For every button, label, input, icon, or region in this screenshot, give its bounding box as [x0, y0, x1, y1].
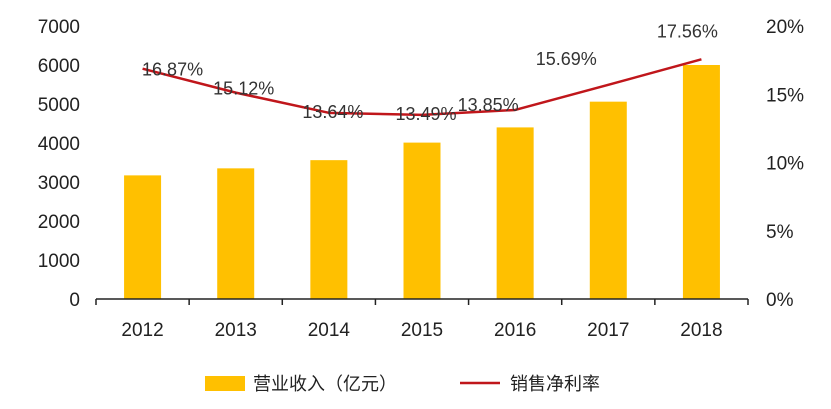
legend-label-revenue: 营业收入（亿元） [253, 374, 397, 394]
x-tick-label: 2016 [494, 320, 536, 341]
x-tick-label: 2018 [680, 320, 722, 341]
right-tick-label: 20% [766, 17, 804, 38]
legend-swatch-revenue [205, 376, 245, 391]
bar [124, 175, 162, 299]
x-axis: 2012 2013 2014 2015 2016 2017 2018 [95, 298, 749, 341]
legend: 营业收入（亿元） 销售净利率 [205, 374, 600, 394]
right-tick-label: 10% [766, 154, 804, 175]
data-label: 15.69% [536, 49, 597, 69]
right-tick-label: 15% [766, 85, 804, 106]
bar [682, 65, 720, 299]
x-tick-label: 2013 [215, 320, 257, 341]
left-tick-label: 5000 [38, 95, 80, 116]
left-axis: 0 1000 2000 3000 4000 5000 6000 7000 [38, 17, 80, 311]
data-label: 15.12% [213, 79, 274, 99]
bar [496, 127, 534, 300]
bar [310, 160, 348, 299]
data-label: 17.56% [657, 21, 718, 41]
left-tick-label: 2000 [38, 212, 80, 233]
left-tick-label: 4000 [38, 134, 80, 155]
left-tick-label: 3000 [38, 173, 80, 194]
x-tick-label: 2017 [587, 320, 629, 341]
data-label: 13.85% [458, 95, 519, 115]
left-tick-label: 6000 [38, 56, 80, 77]
line-series: 16.87% 15.12% 13.64% 13.49% 13.85% 15.69% 17.5… [142, 21, 718, 124]
left-tick-label: 1000 [38, 251, 80, 272]
data-label: 13.64% [302, 102, 363, 122]
legend-label-net-margin: 销售净利率 [510, 374, 600, 394]
data-label: 13.49% [395, 104, 456, 124]
bar [403, 142, 441, 299]
bar [589, 101, 627, 299]
x-tick-label: 2014 [308, 320, 351, 341]
bar-series [124, 65, 720, 300]
right-axis: 0% 5% 10% 15% 20% [766, 17, 804, 311]
x-tick-label: 2012 [121, 320, 163, 341]
data-label: 16.87% [142, 60, 203, 80]
right-tick-label: 5% [766, 222, 794, 243]
right-tick-label: 0% [766, 290, 794, 311]
bar [217, 168, 255, 299]
left-tick-label: 7000 [38, 17, 80, 38]
left-tick-label: 0 [69, 290, 80, 311]
x-tick-label: 2015 [401, 320, 443, 341]
